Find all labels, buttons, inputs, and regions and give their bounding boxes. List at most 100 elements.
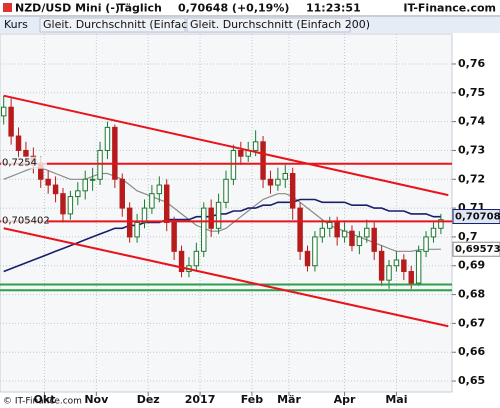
candle-body [408, 271, 414, 284]
candle-body [401, 259, 407, 273]
candle-body [356, 236, 363, 247]
candle-body [75, 190, 81, 198]
candle-body [371, 227, 377, 252]
candle-body [319, 227, 326, 238]
candle-body [230, 149, 237, 180]
candle-body [23, 149, 29, 157]
x-tick-label: 2017 [185, 393, 216, 406]
symbol: NZD/USD Mini (-) [15, 2, 120, 15]
candle-body [193, 250, 200, 267]
candle-body [141, 207, 148, 224]
candle-body [89, 178, 96, 181]
candle-body [349, 230, 355, 247]
candle-body [223, 178, 229, 203]
candle-body [289, 173, 296, 209]
ma-line [3, 167, 441, 252]
copyright: © IT-Finance.com [3, 397, 82, 407]
x-tick-label: Mai [385, 393, 407, 406]
candle-body [430, 227, 437, 238]
candle-body [201, 207, 207, 252]
x-tick-label: Okt [33, 393, 55, 406]
y-tick-label: 0,72 [458, 172, 485, 185]
candle-body [341, 230, 348, 238]
candle-body [60, 193, 66, 215]
y-tick-label: 0,73 [458, 143, 485, 156]
trend-line [3, 94, 449, 197]
x-tick-label: Dez [137, 393, 160, 406]
candle-body [15, 135, 22, 151]
candle-body [386, 265, 392, 281]
brand: IT-Finance.com [403, 2, 496, 15]
candle-body [67, 196, 74, 215]
candle-body [134, 222, 140, 238]
candle-body [238, 149, 244, 157]
x-tick-label: Feb [241, 393, 264, 406]
trend-line [3, 227, 449, 328]
candle-body [156, 184, 163, 195]
candle-body [215, 201, 222, 229]
candle-body [415, 250, 422, 284]
time: 11:23:51 [306, 2, 361, 15]
candle-body [126, 207, 133, 238]
candle-body [8, 106, 14, 137]
candle-body [171, 222, 177, 252]
legend-candles: Kurs [4, 18, 28, 31]
candle-body [327, 222, 333, 229]
candle-body [267, 178, 274, 186]
header-icon [3, 3, 12, 12]
level-label: 0,7254 [2, 158, 37, 169]
y-tick-label: 0,66 [458, 345, 485, 358]
candle-body [364, 227, 370, 238]
y-tick-label: 0,65 [458, 374, 485, 387]
candle-body [423, 236, 429, 252]
candle-body [163, 184, 170, 224]
candle-body [52, 184, 59, 195]
level-label-bg [1, 214, 47, 227]
header-bar [0, 0, 500, 16]
x-tick-label: Apr [334, 393, 356, 406]
y-tick-label: 0,74 [458, 115, 485, 128]
price-marker-label: 0,70708 [455, 212, 500, 223]
candle-body [304, 250, 311, 267]
x-tick-label: Nov [84, 393, 109, 406]
y-tick-label: 0,76 [458, 57, 485, 70]
y-tick-label: 0,67 [458, 316, 485, 329]
candle-body [275, 178, 281, 186]
plot-area [0, 33, 453, 393]
candle-body [334, 222, 340, 238]
legend-ma200: Gleit. Durchschnitt (Einfach 200) [190, 18, 370, 31]
price-marker [452, 209, 500, 225]
candle-body [119, 178, 125, 209]
interval: Täglich [118, 2, 162, 15]
candle-body [260, 141, 266, 180]
candle-body [178, 250, 185, 273]
y-tick-label: 0,75 [458, 86, 485, 99]
candle-body [438, 219, 444, 229]
y-tick-label: 0,68 [458, 288, 485, 301]
level-label: 0,705402 [2, 215, 50, 226]
candle-body [282, 173, 289, 180]
candle-body [378, 250, 385, 281]
candle-body [312, 236, 318, 267]
legend-box [39, 17, 186, 33]
candle-body [45, 178, 51, 186]
candle-body [104, 126, 111, 151]
y-tick-label: 0,69 [458, 259, 485, 272]
candle-body [82, 178, 88, 192]
price-marker-label: 0,69573 [455, 244, 500, 255]
candle-body [97, 149, 103, 180]
candle-body [297, 207, 303, 252]
legend-box [186, 17, 351, 33]
candle-body [0, 106, 7, 117]
candle-body [149, 193, 155, 209]
y-tick-label: 0,7 [458, 230, 478, 243]
candle-body [208, 207, 214, 229]
price-marker [452, 241, 500, 257]
legend-ma50: Gleit. Durchschnitt (Einfach 50) [43, 18, 216, 31]
candle-body [112, 126, 118, 180]
price: 0,70648 (+0,19%) [178, 2, 289, 15]
candle-body [393, 259, 400, 267]
x-tick-label: Mär [277, 393, 301, 406]
